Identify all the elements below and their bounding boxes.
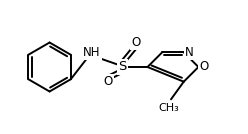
Text: O: O: [199, 60, 209, 74]
Text: CH₃: CH₃: [159, 103, 179, 113]
Text: O: O: [104, 75, 113, 88]
Text: S: S: [118, 60, 126, 74]
Text: O: O: [131, 36, 140, 49]
Text: NH: NH: [83, 46, 100, 59]
Text: N: N: [185, 46, 193, 59]
